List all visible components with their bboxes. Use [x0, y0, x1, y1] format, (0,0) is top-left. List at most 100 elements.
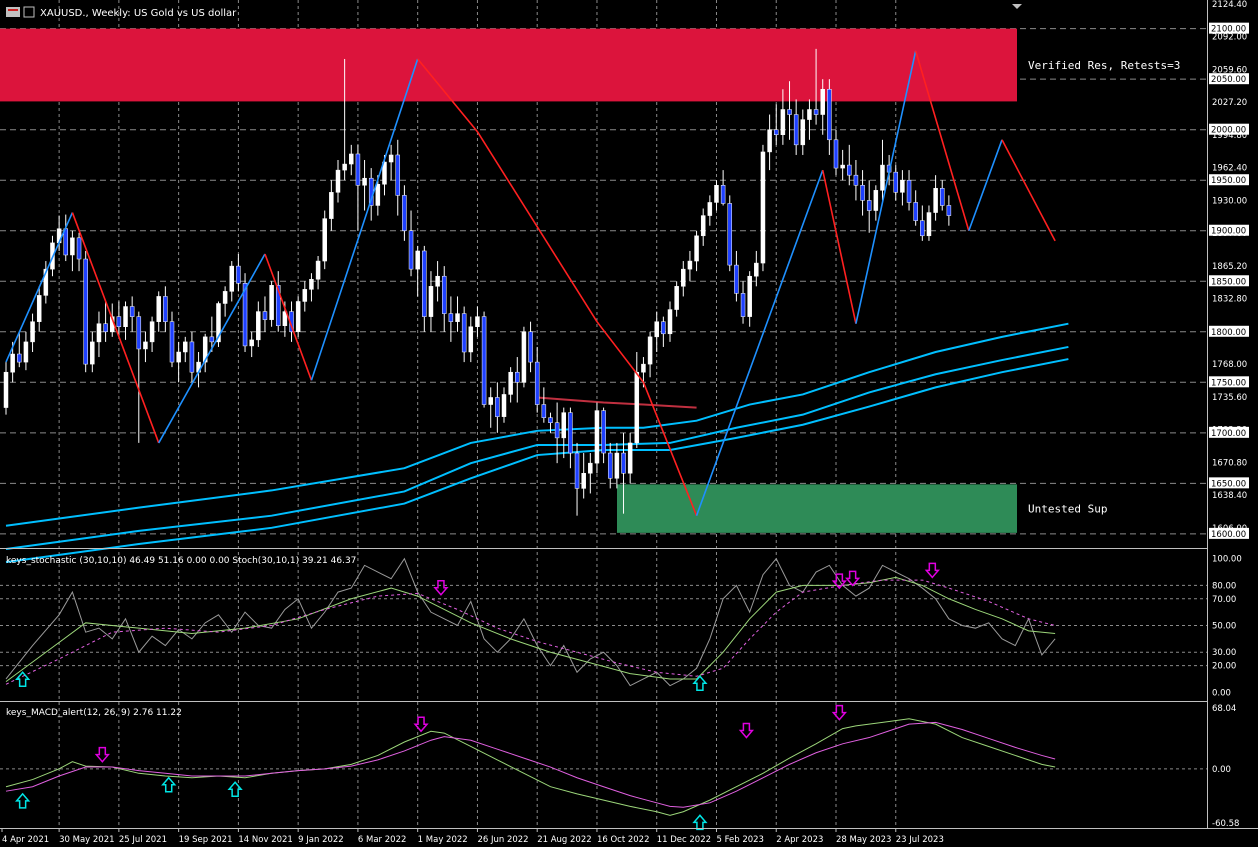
bull-candle [840, 164, 845, 169]
bear-candle [136, 316, 142, 350]
price-line-tag [1209, 73, 1249, 85]
zigzag-down-leg [821, 169, 857, 324]
support-zone-label: Untested Sup [1028, 503, 1107, 516]
bull-candle [349, 153, 354, 165]
chart-header: XAUUSD., Weekly: US Gold vs US dollar ke… [6, 4, 1022, 718]
bull-candle [23, 341, 29, 363]
price-tick-label: 1832.80 [1212, 295, 1247, 305]
bull-candle [807, 109, 812, 120]
bear-candle [242, 283, 248, 347]
bull-candle [96, 323, 102, 343]
time-tick-label: 19 Sep 2021 [179, 835, 233, 845]
price-line-tag-label: 1700.00 [1211, 429, 1246, 439]
zigzag-down-leg [476, 131, 598, 323]
macd-tick-label: 0.00 [1212, 765, 1231, 775]
macd-tick-label: -60.58 [1212, 819, 1239, 829]
candles[interactable] [3, 48, 952, 516]
bull-candle [627, 442, 633, 474]
bull-candle [747, 275, 752, 317]
down-arrow-icon [738, 722, 755, 739]
bull-candle [362, 177, 367, 186]
bear-candle [773, 129, 779, 136]
bull-candle [10, 353, 15, 373]
price-line-tag [1209, 22, 1249, 34]
bull-candle [654, 321, 659, 338]
price-tick-label: 1962.40 [1212, 164, 1247, 174]
time-tick-label: 2 Apr 2023 [776, 835, 823, 845]
price-tick-label: 1768.00 [1212, 360, 1247, 370]
bear-candle [163, 296, 168, 322]
bear-candle [422, 250, 427, 317]
bear-candle [920, 220, 925, 237]
bear-candle [402, 195, 407, 231]
bull-candle [183, 341, 188, 353]
bear-candle [740, 293, 746, 317]
bear-candle [661, 321, 666, 335]
window-icon-bar [8, 9, 18, 11]
zigzag-up-leg [695, 169, 824, 516]
bear-candle [813, 109, 819, 115]
bull-candle [216, 303, 221, 343]
price-line-tag [1209, 123, 1249, 135]
bull-candle [561, 412, 567, 439]
bull-candle [70, 237, 75, 256]
price-line-tag-label: 1750.00 [1211, 378, 1246, 388]
red-ma-line [537, 396, 697, 409]
bull-candle [143, 341, 148, 350]
zigzag-down-leg [71, 212, 160, 444]
bear-candle [601, 410, 606, 454]
up-arrow-icon [692, 814, 708, 831]
bull-candle [342, 163, 347, 171]
bull-candle [900, 179, 905, 193]
bear-candle [83, 258, 88, 365]
bull-candle [501, 394, 507, 417]
zigzag-up-leg [158, 253, 266, 444]
macd-panel [5, 704, 1056, 831]
stoch-tick-label: 50.00 [1212, 622, 1236, 632]
bull-candle [820, 89, 825, 115]
zigzag-up-leg [310, 58, 419, 381]
ma-line [5, 322, 1069, 527]
bear-candle [568, 412, 573, 454]
bear-candle [541, 404, 547, 418]
bull-candle [156, 296, 161, 322]
bull-candle [714, 185, 719, 203]
bull-candle [388, 154, 394, 163]
bull-candle [468, 326, 474, 353]
macd-tick-label: 68.04 [1212, 704, 1236, 714]
bear-candle [946, 205, 952, 216]
scroll-marker-icon[interactable] [1012, 4, 1022, 9]
bull-candle [760, 151, 766, 264]
price-tick-label: 2027.20 [1212, 98, 1247, 108]
stoch-tick-label: 30.00 [1212, 648, 1236, 658]
zigzag-down-leg [914, 50, 970, 231]
bear-candle [461, 313, 467, 353]
price-line-tag [1209, 174, 1249, 186]
bear-candle [853, 174, 859, 186]
bull-candle [90, 341, 95, 365]
bull-candle [375, 184, 381, 206]
bull-candle [488, 397, 493, 405]
price-tick-label: 2124.40 [1212, 0, 1247, 10]
bull-candle [508, 371, 513, 395]
window-icon[interactable] [6, 7, 20, 17]
macd-macd-line [5, 718, 1056, 816]
bear-candle [939, 188, 945, 206]
stoch-tick-label: 20.00 [1212, 662, 1236, 672]
bull-candle [322, 218, 327, 262]
bull-candle [581, 472, 586, 489]
bull-candle [302, 289, 308, 302]
bear-candle [17, 353, 22, 363]
stoch-k-line [5, 576, 1056, 683]
price-line-tag-label: 1950.00 [1211, 176, 1246, 186]
bull-candle [269, 285, 274, 320]
bear-candle [408, 230, 414, 270]
bull-candle [641, 363, 646, 373]
bull-candle [428, 286, 434, 317]
down-arrow-icon [413, 716, 429, 733]
bars-icon[interactable] [23, 6, 35, 18]
bear-candle [129, 306, 135, 317]
up-arrow-icon [161, 776, 177, 793]
support-zone [617, 484, 1017, 533]
